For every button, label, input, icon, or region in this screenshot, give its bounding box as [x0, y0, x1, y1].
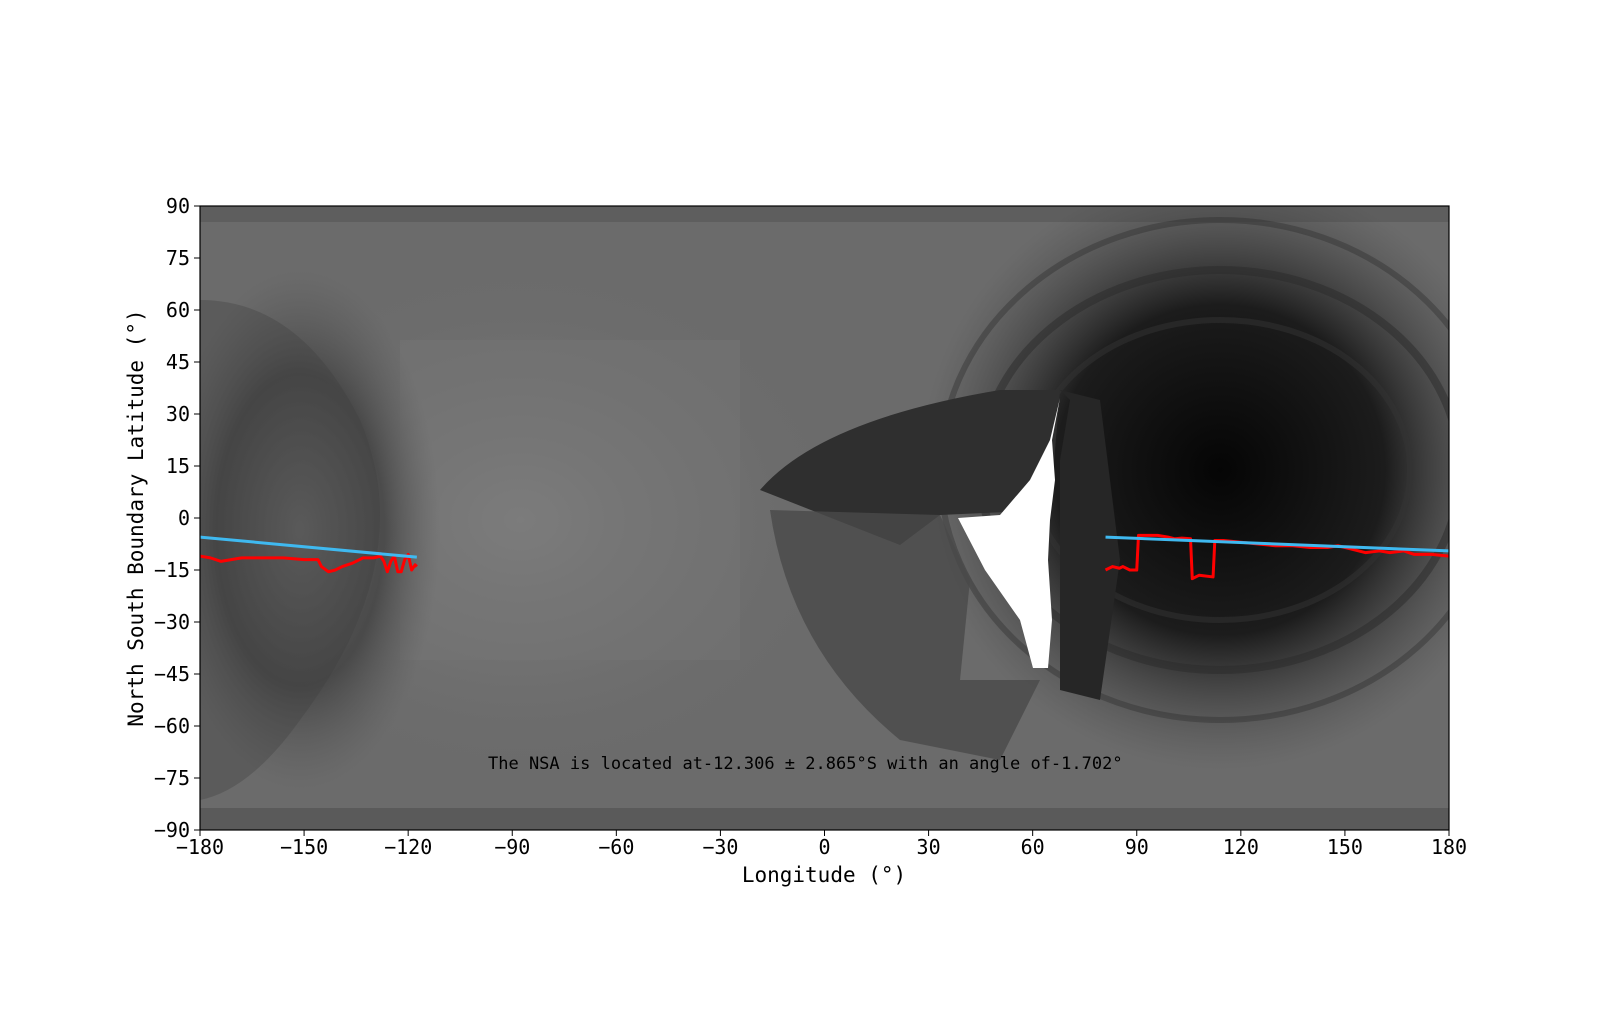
y-tick-label: 0 [178, 506, 190, 530]
boundary-line-segment [200, 552, 418, 574]
x-tick-label: 90 [1125, 835, 1149, 859]
y-tick-label: 60 [166, 298, 190, 322]
fit-line-segment [200, 535, 417, 559]
x-tick-label: −180 [176, 835, 224, 859]
background-map [200, 206, 1449, 830]
x-tick-label: −90 [494, 835, 530, 859]
x-tick-label: 0 [818, 835, 830, 859]
fit-line-segment [1105, 535, 1449, 553]
x-tick-label: 150 [1327, 835, 1363, 859]
y-tick-label: 75 [166, 246, 190, 270]
x-tick-label: 180 [1431, 835, 1467, 859]
x-tick-label: −120 [384, 835, 432, 859]
y-tick-label: −45 [154, 662, 190, 686]
x-tick-label: −30 [702, 835, 738, 859]
y-tick-label: 30 [166, 402, 190, 426]
y-tick-label: 45 [166, 350, 190, 374]
y-tick-label: 15 [166, 454, 190, 478]
x-tick-label: 30 [917, 835, 941, 859]
y-tick-label: 90 [166, 194, 190, 218]
x-axis-ticks: −180 −150 −120 −90 −60 −30 0 30 60 90 120 150 180 [176, 830, 1467, 859]
y-tick-label: −60 [154, 714, 190, 738]
y-tick-label: −30 [154, 610, 190, 634]
data-lines [200, 533, 1449, 581]
y-tick-label: −15 [154, 558, 190, 582]
y-tick-label: −75 [154, 766, 190, 790]
x-tick-label: −150 [280, 835, 328, 859]
x-tick-label: 60 [1021, 835, 1045, 859]
nsa-annotation: The NSA is located at-12.306 ± 2.865°S w… [488, 754, 1123, 774]
x-axis-label: Longitude (°) [742, 863, 906, 887]
y-axis-ticks: 90 75 60 45 30 15 0 −15 −30 −45 −60 −75 −90 [154, 194, 200, 842]
y-axis-label: North South Boundary Latitude (°) [124, 309, 148, 726]
x-tick-label: −60 [598, 835, 634, 859]
x-tick-label: 120 [1223, 835, 1259, 859]
y-tick-label: −90 [154, 818, 190, 842]
